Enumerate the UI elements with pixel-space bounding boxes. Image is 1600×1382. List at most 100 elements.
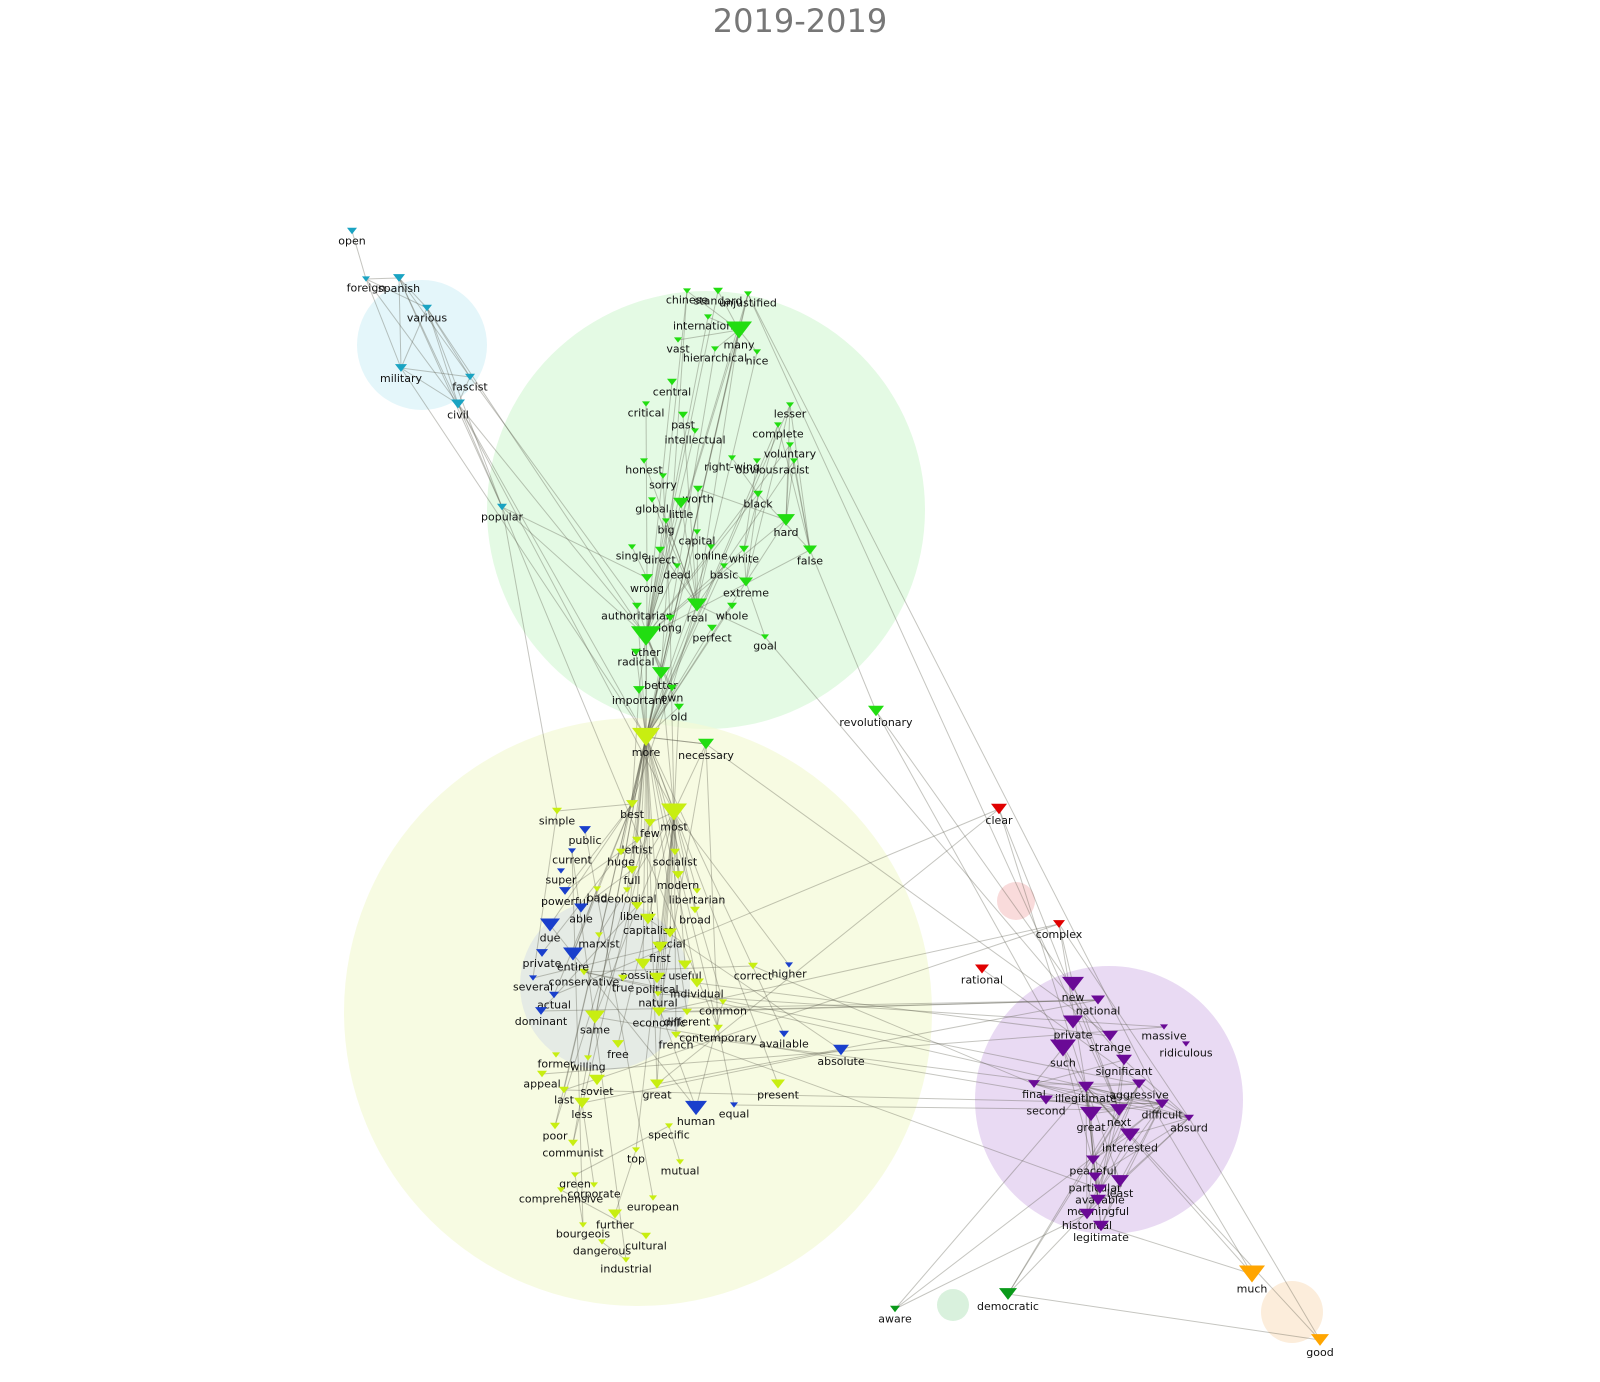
node-label: absolute bbox=[817, 1055, 865, 1068]
node-label: revolutionary bbox=[839, 716, 913, 729]
edge bbox=[677, 329, 740, 341]
edge bbox=[645, 290, 719, 637]
node-french: french bbox=[659, 1031, 693, 1051]
node-label: ridiculous bbox=[1159, 1047, 1212, 1060]
node-label: foreign bbox=[347, 282, 386, 295]
edge bbox=[673, 811, 698, 892]
node-marker bbox=[612, 1040, 624, 1048]
node-label: libertarian bbox=[669, 894, 726, 907]
node-first: first bbox=[649, 941, 671, 965]
edge bbox=[1007, 1083, 1140, 1295]
edge bbox=[541, 851, 622, 954]
node-able: able bbox=[569, 903, 593, 926]
node-public: public bbox=[568, 826, 602, 847]
node-marker bbox=[626, 866, 638, 874]
edge bbox=[556, 803, 633, 812]
node-marker bbox=[803, 545, 817, 555]
edge bbox=[645, 605, 733, 738]
node-label: ideological bbox=[597, 893, 656, 906]
edge bbox=[426, 307, 647, 637]
edge bbox=[643, 460, 698, 606]
edge bbox=[636, 736, 647, 841]
edge bbox=[1099, 1134, 1131, 1190]
node-label: voluntary bbox=[764, 448, 817, 461]
node-label: clear bbox=[985, 814, 1013, 827]
node-label: able bbox=[569, 913, 593, 926]
node-past: past bbox=[671, 411, 696, 431]
node-most: most bbox=[660, 803, 688, 833]
edge bbox=[645, 604, 698, 738]
edge bbox=[673, 811, 686, 966]
edge bbox=[785, 404, 791, 521]
node-white: white bbox=[729, 545, 759, 565]
node-marker bbox=[632, 727, 660, 747]
edge bbox=[659, 549, 698, 606]
edge bbox=[1045, 1086, 1087, 1101]
node-marker bbox=[465, 373, 475, 381]
node-private: private bbox=[523, 949, 562, 970]
node-label: less bbox=[571, 1108, 593, 1121]
edge bbox=[400, 367, 471, 378]
node-international: international bbox=[673, 314, 743, 333]
node-marker bbox=[890, 1305, 900, 1313]
node-label: industrial bbox=[600, 1263, 651, 1276]
edge bbox=[656, 808, 1000, 1085]
node-label: aggressive bbox=[1109, 1089, 1169, 1102]
node-present: present bbox=[757, 1079, 800, 1102]
node-marker bbox=[631, 902, 643, 910]
node-next: next bbox=[1107, 1104, 1132, 1129]
network-edges bbox=[351, 230, 1321, 1341]
node-label: strange bbox=[1089, 1041, 1131, 1054]
node-label: private bbox=[1054, 1029, 1093, 1042]
node-marker bbox=[557, 1187, 565, 1193]
node-single: single bbox=[616, 544, 649, 563]
node-label: much bbox=[1237, 1282, 1268, 1295]
node-label: most bbox=[660, 820, 688, 833]
node-important: important bbox=[612, 686, 667, 707]
edge bbox=[1100, 1103, 1163, 1227]
node-marker bbox=[786, 402, 794, 408]
edge bbox=[398, 277, 428, 309]
node-european: european bbox=[627, 1195, 679, 1214]
node-spanish: spanish bbox=[378, 274, 420, 295]
edge bbox=[1138, 1083, 1253, 1275]
node-free: free bbox=[607, 1040, 629, 1061]
node-ridiculous: ridiculous bbox=[1159, 1041, 1213, 1060]
node-online: online bbox=[694, 544, 728, 563]
node-marker bbox=[975, 964, 989, 974]
node-marker bbox=[631, 626, 661, 646]
edge bbox=[785, 444, 791, 521]
node-marker bbox=[1039, 1095, 1053, 1105]
edge bbox=[645, 549, 811, 637]
node-great: great bbox=[1076, 1106, 1106, 1134]
node-strange: strange bbox=[1089, 1030, 1131, 1054]
node-label: final bbox=[1022, 1088, 1046, 1101]
edge bbox=[1100, 1180, 1121, 1227]
edge bbox=[745, 519, 787, 583]
node-label: full bbox=[624, 874, 641, 887]
edge bbox=[645, 444, 791, 637]
node-marker bbox=[707, 624, 717, 632]
edge bbox=[673, 811, 790, 966]
node-label: white bbox=[729, 552, 759, 565]
node-label: open bbox=[338, 234, 365, 247]
edge bbox=[696, 329, 740, 606]
edge bbox=[457, 403, 503, 508]
node-label: illegitimate bbox=[1055, 1092, 1117, 1105]
node-poor: poor bbox=[543, 1122, 568, 1142]
node-bourgeois: bourgeois bbox=[556, 1222, 610, 1241]
edge bbox=[656, 999, 1099, 1085]
node-label: massive bbox=[1141, 1030, 1186, 1043]
node-marker bbox=[571, 1172, 579, 1178]
node-label: sorry bbox=[649, 479, 677, 492]
node-label: hierarchical bbox=[683, 352, 747, 365]
node-label: past bbox=[671, 418, 695, 431]
node-marker bbox=[632, 836, 642, 844]
community-bubble-orange bbox=[1261, 1281, 1323, 1343]
node-label: intellectual bbox=[664, 434, 725, 447]
node-last: last bbox=[554, 1086, 575, 1106]
node-modern: modern bbox=[657, 871, 699, 892]
node-marker bbox=[690, 978, 704, 988]
edge bbox=[645, 293, 749, 637]
edge bbox=[696, 982, 1111, 1037]
